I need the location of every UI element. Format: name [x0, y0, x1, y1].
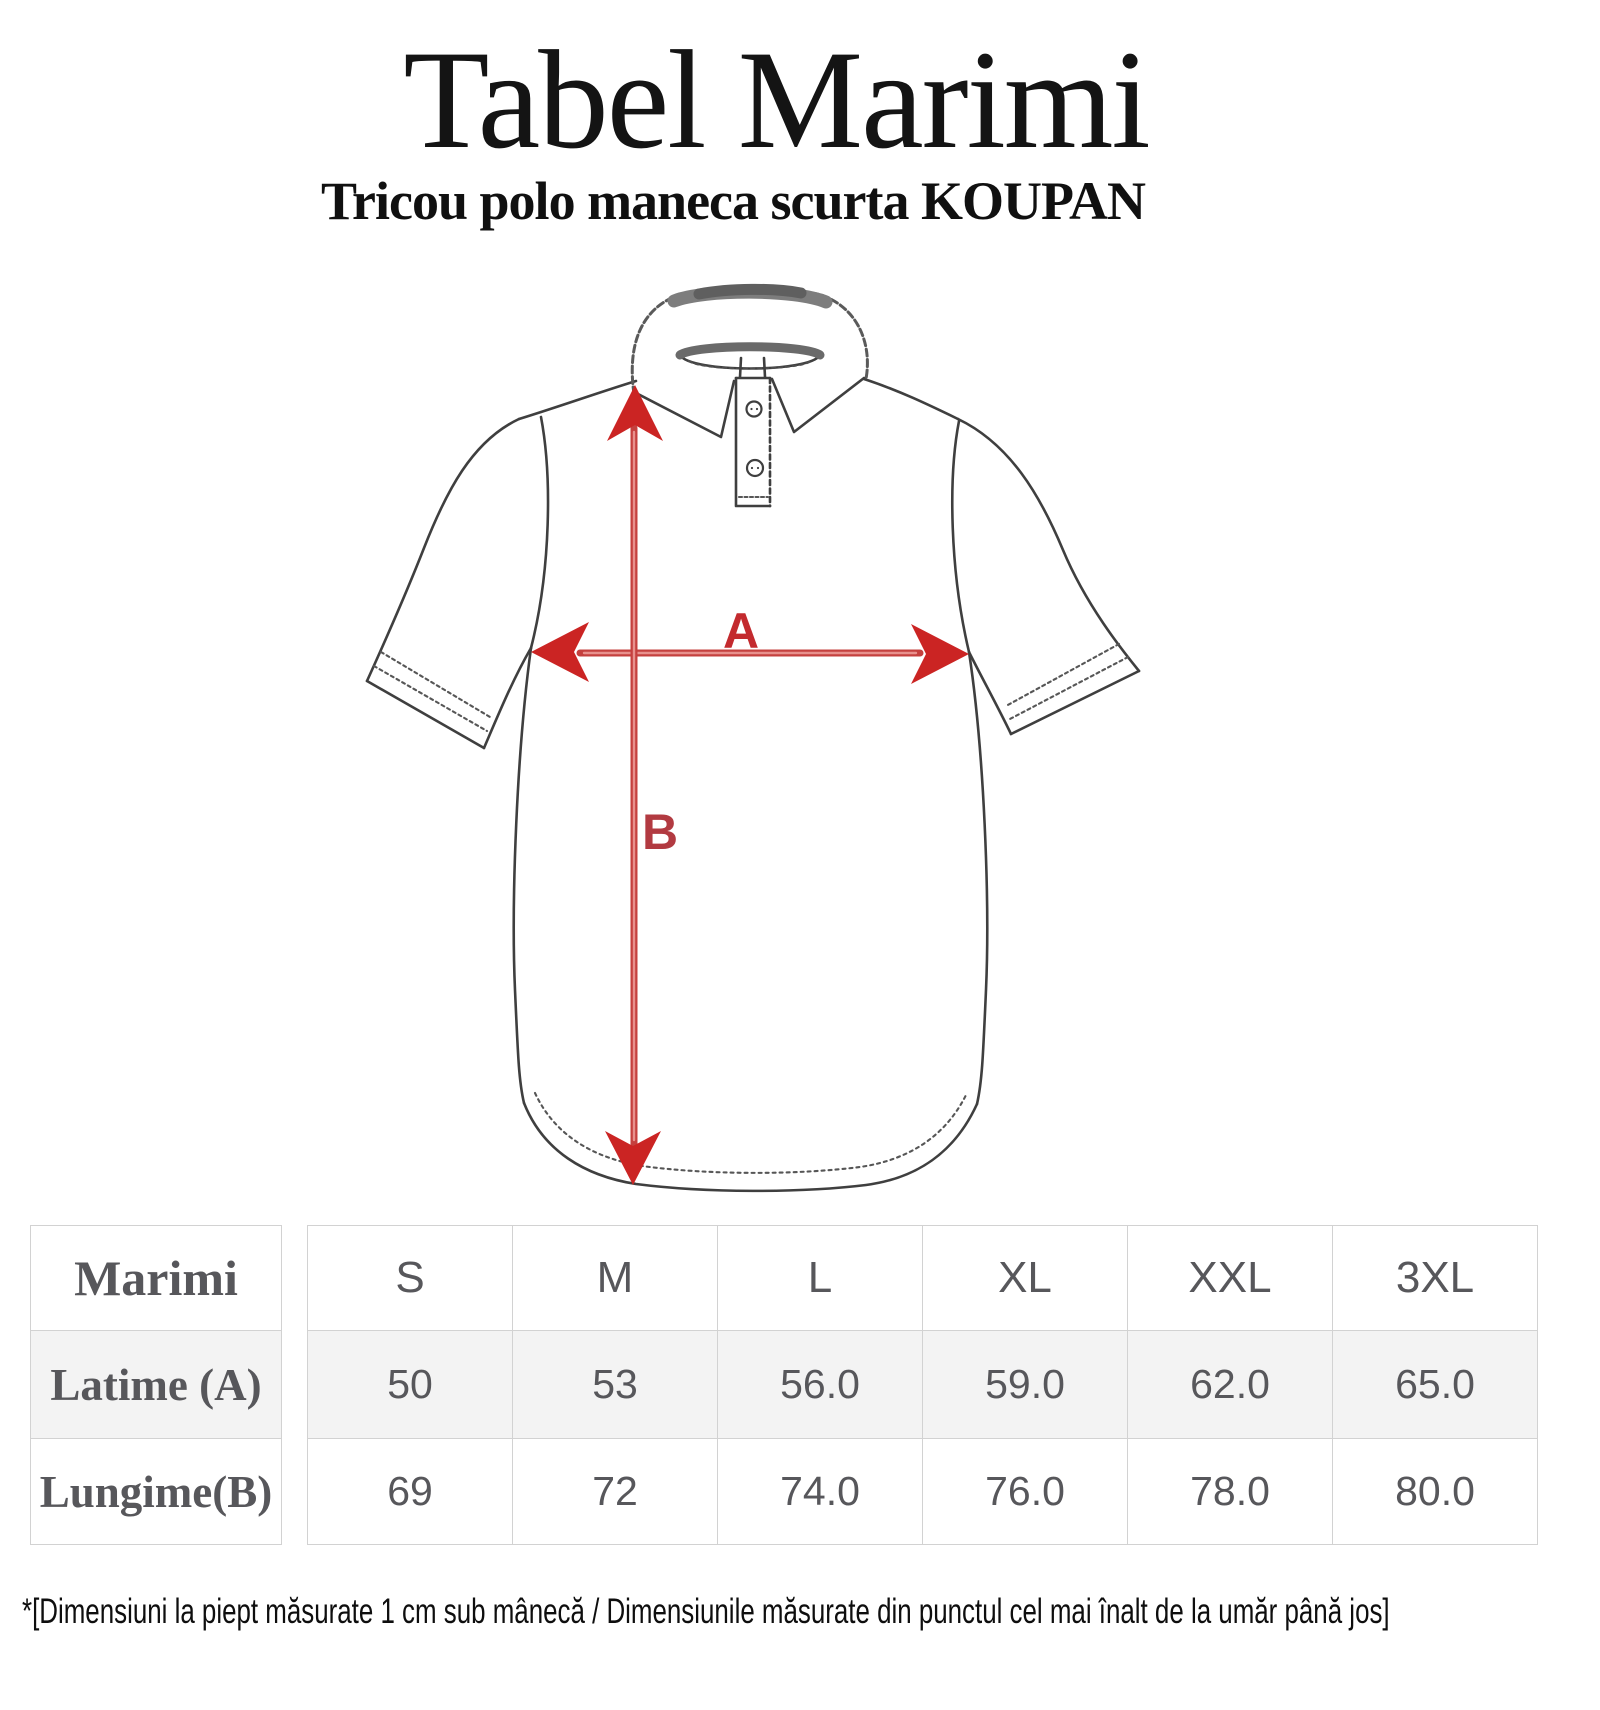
- width-value-xl: 59.0: [922, 1330, 1128, 1439]
- hem-stitching: [533, 1091, 968, 1174]
- shirt-body: [512, 646, 989, 1193]
- length-arrow-label: B: [642, 804, 678, 860]
- size-header-xl: XL: [922, 1225, 1128, 1331]
- width-arrow-label: A: [723, 603, 759, 659]
- row-label-width: Latime (A): [30, 1330, 282, 1439]
- collar-left-flap: [632, 379, 736, 439]
- row-label-length: Lungime(B): [30, 1438, 282, 1545]
- shirt-left-sleeve: [365, 415, 550, 750]
- width-value-3xl: 65.0: [1332, 1330, 1538, 1439]
- button-icon: [745, 458, 765, 478]
- width-values-row: 50 53 56.0 59.0 62.0 65.0: [307, 1330, 1538, 1439]
- size-table-label-column: Marimi Latime (A) Lungime(B): [30, 1225, 282, 1545]
- length-arrow: [605, 385, 663, 1185]
- length-value-l: 74.0: [717, 1438, 923, 1545]
- width-value-l: 56.0: [717, 1330, 923, 1439]
- size-table-data-columns: S M L XL XXL 3XL 50 53 56.0 59.0 62.0 65…: [307, 1225, 1538, 1545]
- size-header-l: L: [717, 1225, 923, 1331]
- page-title: Tabel Marimi: [403, 22, 1150, 178]
- shirt-collar: [630, 283, 869, 439]
- length-value-3xl: 80.0: [1332, 1438, 1538, 1545]
- shirt-right-sleeve: [951, 417, 1141, 736]
- size-header-xxl: XXL: [1127, 1225, 1333, 1331]
- length-value-xl: 76.0: [922, 1438, 1128, 1545]
- length-value-s: 69: [307, 1438, 513, 1545]
- button-icon: [745, 400, 763, 418]
- product-name: Tricou polo maneca scurta KOUPAN: [321, 171, 1146, 231]
- width-value-s: 50: [307, 1330, 513, 1439]
- width-value-xxl: 62.0: [1127, 1330, 1333, 1439]
- width-value-m: 53: [512, 1330, 718, 1439]
- shirt-placket: [734, 356, 772, 508]
- length-value-m: 72: [512, 1438, 718, 1545]
- collar-right-flap: [770, 376, 866, 434]
- size-table-corner-header: Marimi: [30, 1225, 282, 1331]
- size-table: Marimi Latime (A) Lungime(B) S M L XL XX…: [30, 1225, 1538, 1545]
- size-header-3xl: 3XL: [1332, 1225, 1538, 1331]
- shirt-shoulders: [517, 377, 960, 421]
- polo-shirt-diagram: A B: [365, 283, 1141, 1193]
- measurement-footnote: *[Dimensiuni la piept măsurate 1 cm sub …: [22, 1592, 1390, 1631]
- length-value-xxl: 78.0: [1127, 1438, 1333, 1545]
- length-values-row: 69 72 74.0 76.0 78.0 80.0: [307, 1438, 1538, 1545]
- size-header-s: S: [307, 1225, 513, 1331]
- size-header-m: M: [512, 1225, 718, 1331]
- size-header-row: S M L XL XXL 3XL: [307, 1225, 1538, 1331]
